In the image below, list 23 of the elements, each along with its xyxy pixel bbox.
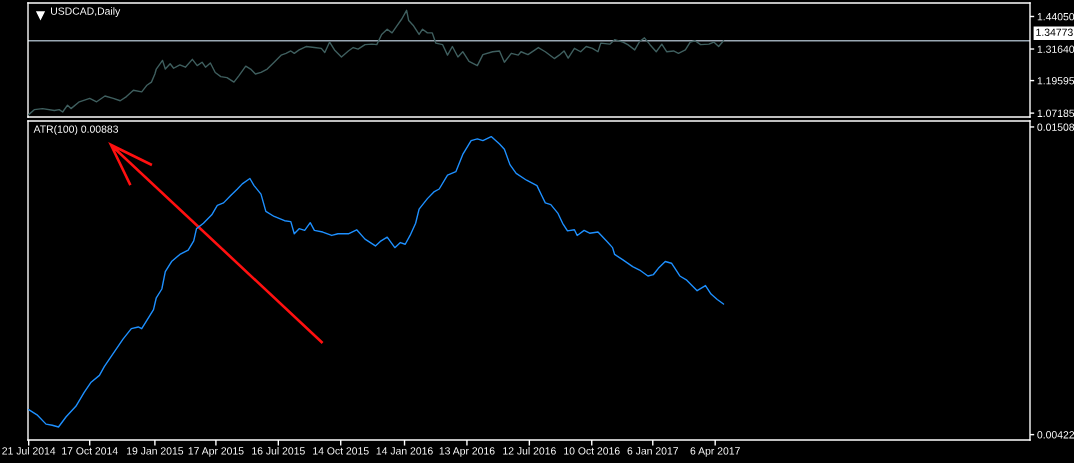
x-tick-label: 14 Oct 2015 [313, 447, 369, 455]
y-tick-label: 1.44050 [1037, 13, 1074, 21]
x-tick-label: 12 Jul 2016 [503, 446, 556, 455]
x-tick-label: 13 Apr 2016 [439, 447, 495, 457]
y-tick-label: 0.01508 [1037, 123, 1074, 131]
y-tick-label: 1.19595 [1037, 77, 1074, 85]
line-series [28, 9, 725, 116]
x-tick-label: 17 Apr 2015 [188, 447, 244, 457]
chart-title: USDCAD,Daily [51, 7, 121, 17]
x-tick-label: 21 Jul 2014 [2, 446, 56, 455]
y-tick-label: 1.07185 [1037, 109, 1074, 117]
x-tick-label: 17 Oct 2014 [62, 447, 118, 455]
ref-line-label: 1.34773 [1036, 28, 1073, 36]
x-tick-label: 16 Jul 2015 [252, 446, 305, 455]
x-tick-label: 6 Jan 2017 [627, 447, 679, 455]
line-series [28, 135, 725, 428]
x-tick-label: 10 Oct 2016 [564, 447, 620, 455]
x-tick-label: 19 Jan 2015 [127, 447, 184, 455]
y-tick-label: 0.00422 [1037, 431, 1074, 439]
chart-title: ATR(100) 0.00883 [33, 125, 119, 135]
x-tick-label: 14 Jan 2016 [376, 447, 433, 455]
x-tick-label: 6 Apr 2017 [690, 447, 740, 457]
y-tick-label: 1.31640 [1037, 45, 1074, 53]
